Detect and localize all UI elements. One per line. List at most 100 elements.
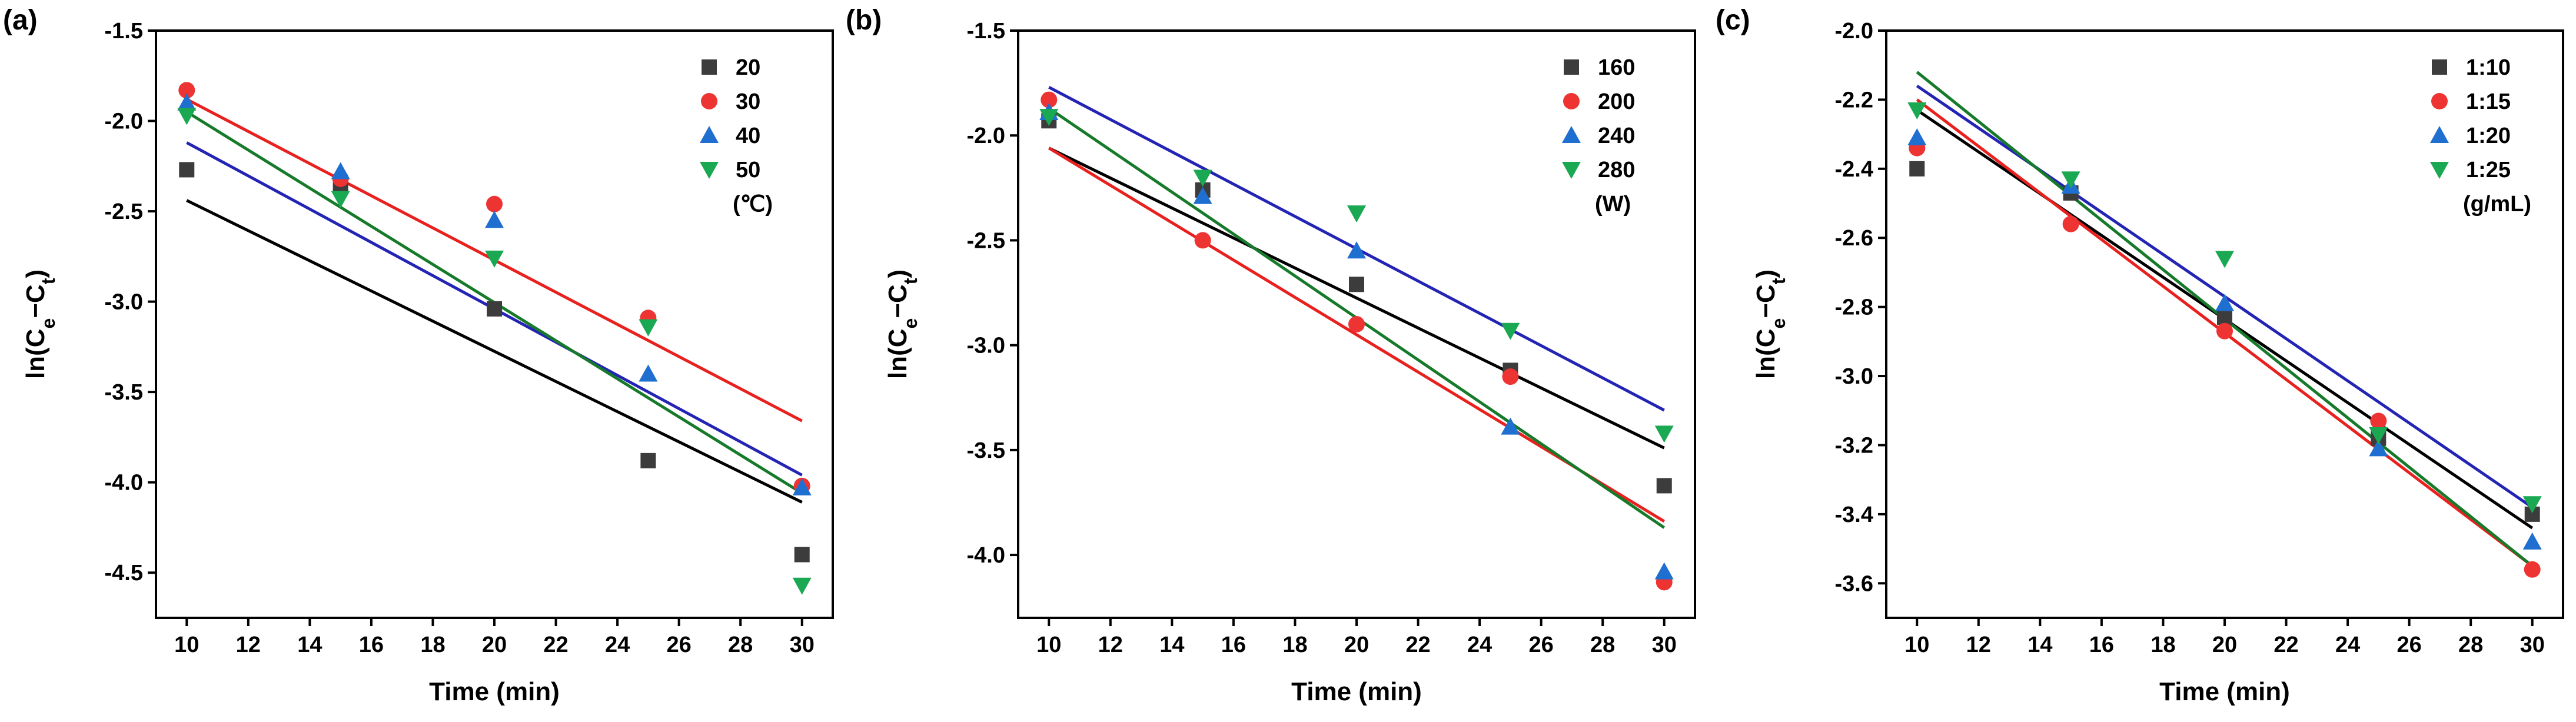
legend-label: 1:15 — [2466, 89, 2511, 114]
x-tick-label: 12 — [236, 633, 261, 657]
y-tick-label: -2.4 — [1835, 157, 1873, 182]
x-tick-label: 26 — [2396, 633, 2421, 657]
legend-marker-240 — [1562, 126, 1581, 143]
legend-marker-1:20 — [2430, 126, 2449, 143]
data-point-280 — [1347, 205, 1366, 223]
data-point-160 — [1656, 478, 1672, 494]
data-point-1:20 — [2369, 439, 2388, 457]
y-tick-label: -2.0 — [105, 109, 143, 134]
x-tick-label: 16 — [2089, 633, 2114, 657]
y-tick-label: -1.5 — [105, 19, 143, 44]
data-point-50 — [485, 250, 504, 268]
legend-marker-30 — [701, 93, 717, 109]
y-tick-label: -4.0 — [105, 471, 143, 495]
y-tick-label: -3.0 — [105, 290, 143, 315]
data-point-30 — [486, 195, 503, 212]
data-point-1:25 — [2215, 251, 2234, 268]
legend-marker-1:15 — [2431, 93, 2448, 109]
data-point-1:15 — [2062, 215, 2079, 232]
y-tick-label: -4.0 — [967, 543, 1005, 568]
y-tick-label: -2.2 — [1835, 88, 1873, 112]
y-tick-label: -3.0 — [1835, 364, 1873, 389]
x-tick-label: 18 — [2150, 633, 2175, 657]
data-point-1:15 — [2524, 561, 2541, 578]
legend-label: 160 — [1598, 55, 1635, 80]
data-point-200 — [1348, 316, 1365, 332]
data-point-1:25 — [2061, 171, 2080, 189]
x-tick-label: 10 — [1036, 633, 1061, 657]
x-tick-label: 20 — [2212, 633, 2237, 657]
legend-label: 280 — [1598, 158, 1635, 182]
legend: 20 30 40 50 (℃) — [700, 55, 773, 217]
data-point-50 — [331, 191, 350, 208]
y-tick-label: -2.5 — [105, 199, 143, 224]
legend-label: 1:25 — [2466, 158, 2511, 182]
legend-label: 40 — [736, 124, 760, 148]
legend-label: 1:20 — [2466, 124, 2511, 148]
data-point-280 — [1193, 169, 1212, 187]
y-tick-label: -4.5 — [105, 561, 143, 585]
data-point-20 — [179, 162, 195, 178]
y-axis-title: ln(Ce−Ct) — [883, 269, 921, 379]
y-tick-label: -1.5 — [967, 19, 1005, 44]
legend-marker-160 — [1564, 59, 1579, 75]
legend-marker-20 — [702, 59, 717, 75]
data-point-40 — [639, 364, 658, 382]
x-tick-label: 22 — [1405, 633, 1430, 657]
data-point-200 — [1194, 232, 1211, 249]
legend-unit: (℃) — [733, 192, 773, 217]
data-point-1:15 — [2216, 322, 2233, 340]
x-tick-label: 14 — [1159, 633, 1184, 657]
legend-marker-200 — [1563, 93, 1580, 109]
y-tick-label: -3.5 — [967, 438, 1005, 463]
data-point-1:25 — [2369, 427, 2388, 444]
data-point-20 — [487, 301, 502, 317]
y-tick-label: -3.5 — [105, 380, 143, 405]
legend-marker-40 — [700, 126, 719, 143]
data-point-240 — [1501, 417, 1520, 435]
y-axis-title: ln(Ce−Ct) — [21, 269, 59, 379]
data-point-20 — [640, 453, 656, 468]
data-point-1:15 — [2370, 412, 2387, 430]
x-axis-title: Time (min) — [429, 677, 560, 706]
legend: 1:10 1:15 1:20 1:25 (g/mL) — [2430, 55, 2531, 217]
chart-panel-1: (b) 10 12 14 16 18 20 22 24 26 28 30 -4.0 -3.5 -3.0 -2.… — [846, 5, 1696, 706]
y-axis-title: ln(Ce−Ct) — [1751, 269, 1789, 379]
legend-label: 200 — [1598, 89, 1635, 114]
panel-label: (b) — [846, 5, 882, 36]
x-tick-label: 30 — [1652, 633, 1677, 657]
x-tick-label: 16 — [1221, 633, 1246, 657]
x-tick-label: 10 — [1904, 633, 1929, 657]
data-point-280 — [1501, 322, 1520, 340]
y-tick-label: -3.2 — [1835, 433, 1873, 458]
x-tick-label: 26 — [666, 633, 691, 657]
data-point-50 — [792, 577, 812, 595]
legend-label: 50 — [736, 158, 760, 182]
fit-line-160 — [1048, 147, 1665, 450]
y-tick-label: -3.0 — [967, 334, 1005, 358]
data-point-40 — [792, 478, 812, 495]
data-point-240 — [1193, 187, 1212, 204]
data-point-40 — [331, 162, 350, 179]
chart-panel-0: (a) 10 12 14 16 18 20 22 24 26 28 30 -4.5 -4.0 -3.5 -3.… — [3, 5, 834, 706]
data-point-1:20 — [2215, 294, 2234, 311]
data-point-1:20 — [1907, 128, 1927, 145]
fit-line-20 — [186, 199, 803, 504]
y-tick-label: -2.6 — [1835, 226, 1873, 251]
x-tick-label: 30 — [2520, 633, 2545, 657]
y-tick-label: -2.0 — [1835, 19, 1873, 44]
x-tick-label: 22 — [543, 633, 568, 657]
x-axis-title: Time (min) — [1291, 677, 1422, 706]
x-tick-label: 12 — [1966, 633, 1991, 657]
data-point-40 — [177, 93, 197, 111]
x-tick-label: 20 — [482, 633, 507, 657]
legend-label: 240 — [1598, 124, 1635, 148]
y-tick-label: -3.4 — [1835, 503, 1873, 527]
data-point-280 — [1039, 109, 1059, 127]
legend-marker-50 — [700, 162, 719, 179]
data-point-50 — [177, 108, 197, 125]
legend-marker-280 — [1562, 162, 1581, 179]
y-tick-label: -2.5 — [967, 228, 1005, 253]
panel-label: (a) — [3, 5, 38, 36]
